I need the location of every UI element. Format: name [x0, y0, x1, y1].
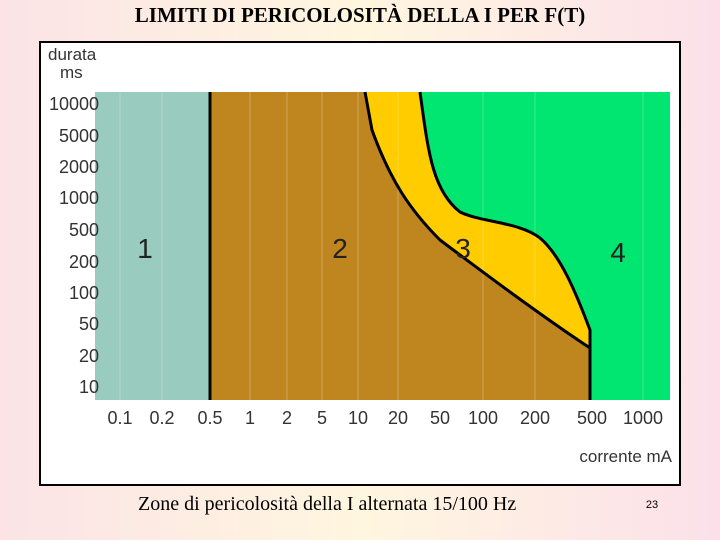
page-number: 23 [646, 499, 658, 511]
zone-label: 4 [610, 237, 626, 268]
zone-label: 2 [332, 233, 348, 264]
zone-3-area [365, 92, 590, 400]
y-tick-label: 10 [79, 377, 99, 397]
x-tick-label: 10 [348, 408, 368, 428]
y-tick-label: 2000 [59, 157, 99, 177]
boundary-c [418, 91, 592, 400]
y-tick-label: 200 [69, 252, 99, 272]
x-tick-label: 100 [468, 408, 498, 428]
x-tick-label: 2 [282, 408, 292, 428]
x-tick-label: 500 [577, 408, 607, 428]
y-tick-label: 500 [69, 220, 99, 240]
zone-1-area [95, 92, 210, 400]
x-tick-label: 0.1 [107, 408, 132, 428]
caption: Zone di pericolosità della I alternata 1… [138, 493, 516, 515]
zone-label: 3 [455, 233, 471, 264]
title: LIMITI DI PERICOLOSITÀ DELLA I PER F(T) [135, 3, 585, 27]
x-tick-label: 1000 [623, 408, 663, 428]
y-tick-label: 20 [79, 346, 99, 366]
y-tick-label: 10000 [49, 94, 99, 114]
plot [95, 91, 670, 400]
zone-label: 1 [137, 233, 153, 264]
y-tick-label: 5000 [59, 126, 99, 146]
x-tick-label: 20 [388, 408, 408, 428]
y-tick-label: 100 [69, 283, 99, 303]
x-axis-label: corrente mA [579, 447, 672, 466]
y-tick-label: 50 [79, 314, 99, 334]
x-tick-label: 50 [430, 408, 450, 428]
x-tick-label: 200 [520, 408, 550, 428]
x-tick-label: 1 [245, 408, 255, 428]
zone-2-area [210, 92, 590, 400]
y-tick-label: 1000 [59, 188, 99, 208]
y-axis-label: durata [48, 45, 97, 64]
x-tick-label: 5 [317, 408, 327, 428]
x-tick-label: 0.2 [149, 408, 174, 428]
y-axis-label: ms [60, 63, 83, 82]
boundary-b [363, 91, 591, 350]
x-tick-label: 0.5 [197, 408, 222, 428]
grid [119, 92, 644, 400]
